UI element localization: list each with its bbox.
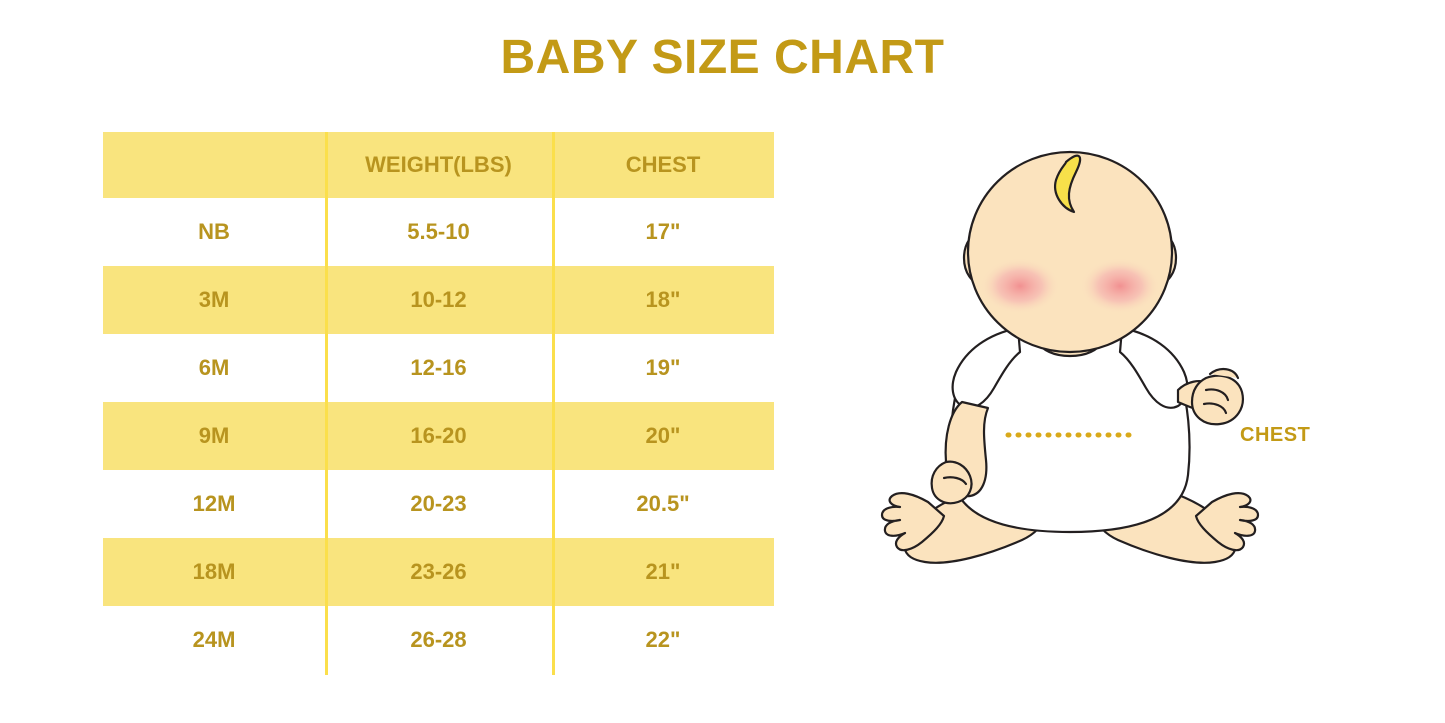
baby-right-thumb xyxy=(1208,368,1240,380)
page-title: BABY SIZE CHART xyxy=(500,31,945,84)
cell-size: 9M xyxy=(103,402,325,470)
baby-left-foot xyxy=(880,492,946,552)
baby-right-fist xyxy=(1190,374,1244,426)
cell-chest: 18" xyxy=(552,266,774,334)
cell-size: 24M xyxy=(103,606,325,674)
baby-right-cheek xyxy=(1080,258,1160,314)
column-header-chest: CHEST xyxy=(552,132,774,198)
cell-chest: 20" xyxy=(552,402,774,470)
cell-chest: 17" xyxy=(552,198,774,266)
column-divider-line xyxy=(552,132,555,675)
table-row: 3M 10-12 18" xyxy=(103,266,774,334)
table-header-row: WEIGHT(LBS) CHEST xyxy=(103,132,774,198)
cell-weight: 5.5-10 xyxy=(325,198,552,266)
cell-chest: 21" xyxy=(552,538,774,606)
baby-illustration xyxy=(880,150,1260,564)
cell-weight: 20-23 xyxy=(325,470,552,538)
cell-weight: 26-28 xyxy=(325,606,552,674)
cell-weight: 23-26 xyxy=(325,538,552,606)
baby-left-fist-crease xyxy=(942,476,968,486)
cell-chest: 20.5" xyxy=(552,470,774,538)
table-row: 9M 16-20 20" xyxy=(103,402,774,470)
baby-left-fist xyxy=(930,460,973,505)
column-divider-line xyxy=(325,132,328,675)
table-row: 18M 23-26 21" xyxy=(103,538,774,606)
table-row: 6M 12-16 19" xyxy=(103,334,774,402)
cell-chest: 19" xyxy=(552,334,774,402)
cell-size: 6M xyxy=(103,334,325,402)
baby-right-fist-crease-2 xyxy=(1202,402,1228,415)
baby-right-sleeve xyxy=(1118,326,1189,409)
baby-right-fist-crease-1 xyxy=(1204,388,1230,402)
table-row: 12M 20-23 20.5" xyxy=(103,470,774,538)
cell-size: 18M xyxy=(103,538,325,606)
cell-chest: 22" xyxy=(552,606,774,674)
column-header-size xyxy=(103,132,325,198)
column-header-weight: WEIGHT(LBS) xyxy=(325,132,552,198)
table-body: NB 5.5-10 17" 3M 10-12 18" 6M 12-16 19" … xyxy=(103,198,774,674)
table-row: NB 5.5-10 17" xyxy=(103,198,774,266)
size-chart-table: WEIGHT(LBS) CHEST NB 5.5-10 17" 3M 10-12… xyxy=(103,132,774,674)
cell-size: 12M xyxy=(103,470,325,538)
cell-weight: 12-16 xyxy=(325,334,552,402)
cell-size: NB xyxy=(103,198,325,266)
baby-hair-curl xyxy=(1054,154,1082,214)
chest-measurement-label: CHEST xyxy=(1240,424,1311,446)
cell-size: 3M xyxy=(103,266,325,334)
baby-left-cheek xyxy=(980,258,1060,314)
baby-right-foot xyxy=(1194,492,1260,552)
table-row: 24M 26-28 22" xyxy=(103,606,774,674)
cell-weight: 10-12 xyxy=(325,266,552,334)
cell-weight: 16-20 xyxy=(325,402,552,470)
